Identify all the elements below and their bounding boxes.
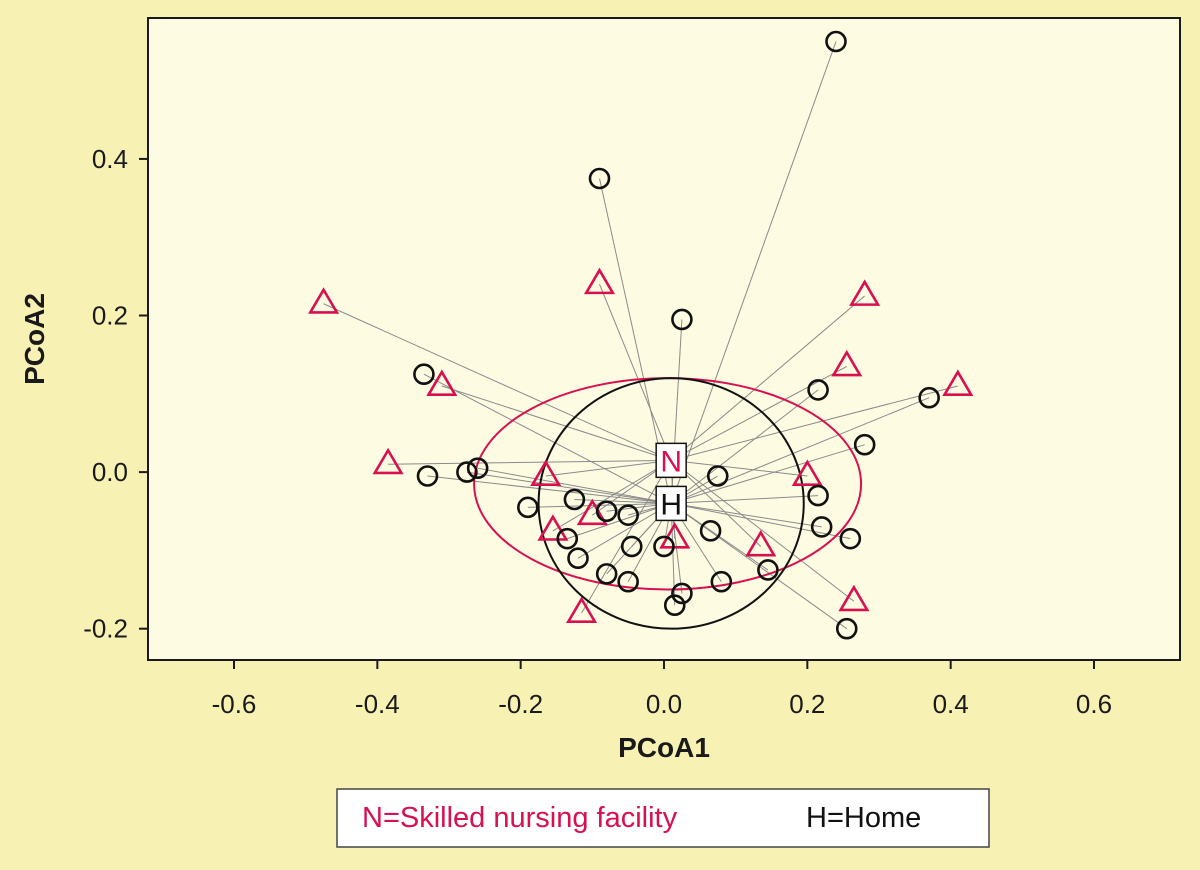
home-point-1 (588, 167, 611, 190)
nursing-point-1 (583, 267, 616, 295)
nursing-point-7 (530, 459, 562, 486)
home-centroid-box (655, 485, 687, 522)
home-point-17 (699, 520, 722, 542)
home-point-6 (853, 433, 876, 456)
spider-line-nursing-6 (388, 459, 672, 465)
spider-line-home-4 (670, 389, 819, 504)
home-point-11 (563, 488, 586, 511)
spider-line-home-3 (423, 373, 672, 504)
y-axis-title: PCoA2 (19, 293, 50, 385)
home-point-23 (595, 563, 618, 585)
spider-line-nursing-7 (545, 459, 672, 477)
home-point-29 (835, 617, 858, 640)
home-point-25 (617, 570, 639, 593)
x-tick-label-6: 0.6 (1076, 689, 1112, 719)
spider-line-nursing-2 (670, 295, 865, 461)
home-point-5 (918, 386, 940, 409)
nursing-centroid-label: N (660, 445, 682, 478)
nursing-point-14 (566, 596, 598, 624)
spider-line-nursing-4 (670, 365, 847, 461)
home-ellipse (537, 377, 805, 630)
y-tick-label-1: 0.0 (92, 457, 128, 487)
spider-lines (323, 41, 958, 630)
spider-line-home-11 (574, 499, 672, 504)
nursing-point-5 (942, 369, 974, 396)
nursing-point-12 (745, 529, 777, 557)
home-point-21 (620, 535, 643, 558)
centroids: NH (655, 442, 687, 522)
nursing-point-10 (537, 514, 569, 541)
home-point-16 (810, 516, 833, 538)
nursing-point-6 (372, 447, 404, 475)
spider-line-nursing-5 (671, 385, 958, 461)
spider-line-nursing-3 (441, 385, 672, 461)
x-tick-label-3: 0.0 (646, 689, 682, 719)
ellipses (473, 377, 863, 630)
nursing-centroid-box (655, 442, 687, 479)
home-point-24 (757, 559, 779, 581)
home-point-19 (556, 527, 579, 550)
home-point-7 (466, 457, 489, 479)
spider-line-home-12 (671, 495, 819, 504)
plot-area: NH (147, 17, 1181, 661)
legend-box (336, 788, 990, 848)
home-point-26 (710, 570, 733, 593)
home-point-27 (671, 582, 693, 605)
home-point-13 (517, 496, 539, 519)
spider-line-home-8 (466, 471, 672, 504)
nursing-point-3 (426, 369, 458, 396)
spider-line-home-16 (671, 502, 822, 528)
home-point-28 (663, 594, 686, 616)
y-tick-label-3: 0.4 (92, 144, 128, 174)
home-point-18 (839, 527, 862, 550)
legend: N=Skilled nursing facility H=Home (336, 788, 990, 848)
legend-nursing-text: N=Skilled nursing facility (362, 802, 678, 834)
x-tick-label-2: -0.2 (498, 689, 543, 719)
nursing-point-13 (838, 584, 870, 612)
nursing-point-9 (576, 498, 608, 526)
spider-line-home-6 (671, 444, 865, 504)
x-tick-label-1: -0.4 (355, 689, 400, 719)
home-point-15 (617, 504, 639, 526)
home-point-2 (671, 308, 693, 331)
home-centroid-label: H (660, 488, 682, 521)
spider-line-nursing-8 (671, 459, 808, 477)
home-point-12 (807, 484, 829, 507)
home-point-22 (567, 547, 589, 570)
nursing-point-8 (791, 459, 823, 486)
home-point-3 (413, 363, 435, 386)
legend-home-text: H=Home (806, 802, 921, 834)
y-axis: -0.2 0.0 0.2 0.4 (83, 144, 148, 644)
spider-line-nursing-0 (323, 303, 672, 461)
x-axis: -0.6 -0.4 -0.2 0.0 0.2 0.4 0.6 (212, 660, 1112, 719)
spider-line-nursing-10 (552, 459, 672, 532)
x-axis-title: PCoA1 (618, 732, 710, 763)
home-point-20 (653, 535, 675, 558)
home-point-8 (456, 461, 478, 483)
spider-line-home-18 (671, 502, 851, 540)
y-tick-label-0: -0.2 (83, 614, 128, 644)
spider-line-home-7 (477, 467, 672, 504)
x-tick-label-4: 0.2 (789, 689, 825, 719)
home-point-4 (807, 379, 829, 401)
x-tick-label-5: 0.4 (933, 689, 969, 719)
plot-frame (147, 17, 1181, 661)
spider-line-nursing-13 (670, 459, 855, 602)
spider-line-home-0 (670, 41, 837, 504)
markers (308, 30, 974, 640)
x-tick-label-0: -0.6 (212, 689, 257, 719)
home-point-14 (595, 500, 618, 523)
spider-line-nursing-1 (599, 284, 672, 461)
nursing-point-0 (308, 287, 340, 314)
home-point-0 (825, 30, 847, 53)
nursing-point-2 (849, 279, 881, 306)
nursing-point-4 (831, 349, 863, 377)
home-point-9 (416, 465, 439, 487)
home-point-10 (706, 465, 729, 487)
y-tick-label-2: 0.2 (92, 301, 128, 331)
